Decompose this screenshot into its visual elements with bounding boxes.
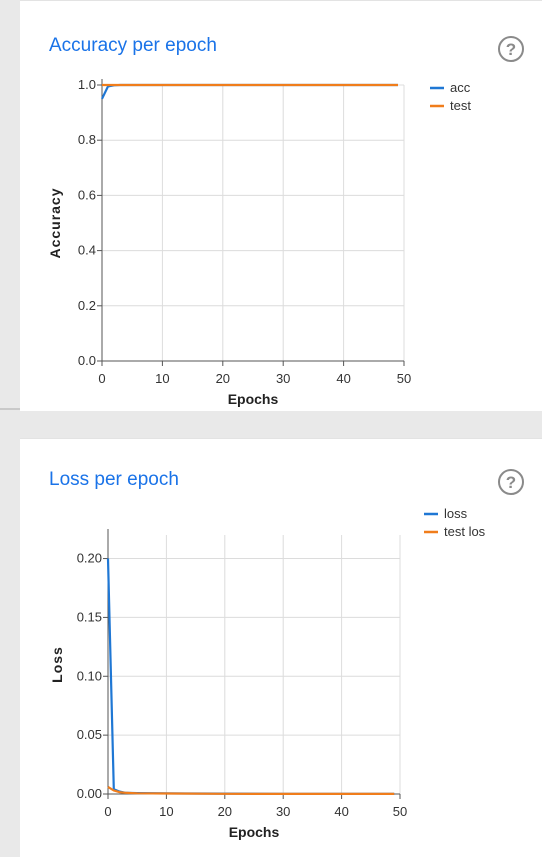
gap-divider (0, 408, 20, 410)
y-tick-label: 1.0 (78, 77, 96, 92)
legend: acc test (430, 80, 471, 113)
loss-chart-title: Loss per epoch (49, 469, 179, 490)
accuracy-chart: 0.0 0.2 0.4 0.6 0.8 1.0 0 10 20 30 40 50 Epochs Accur… (47, 77, 471, 407)
y-tick-label: 0.0 (78, 353, 96, 368)
x-axis-label: Epochs (228, 391, 279, 407)
y-tick-label: 0.00 (77, 786, 102, 801)
x-axis-label: Epochs (229, 824, 280, 840)
help-circle-icon[interactable]: ? (498, 469, 524, 495)
help-circle-icon[interactable]: ? (498, 36, 524, 62)
accuracy-card: Accuracy per epoch ? 0.0 0.2 0.4 0.6 0.8 1.0 0… (20, 0, 542, 411)
x-tick-label: 20 (216, 371, 230, 386)
series-line-test-loss (107, 785, 395, 795)
loss-card: Loss per epoch ? 0.00 0.05 0.10 0.15 0.20 0 10… (20, 438, 542, 857)
y-tick-label: 0.4 (78, 243, 96, 258)
series-line-acc (101, 83, 398, 100)
y-tick-label: 0.6 (78, 187, 96, 202)
y-axis-label: Loss (49, 646, 65, 683)
legend: loss test los (424, 506, 486, 539)
x-tick-label: 20 (218, 804, 232, 819)
loss-chart: 0.00 0.05 0.10 0.15 0.20 0 10 20 30 40 50 Epochs Los… (49, 506, 486, 840)
y-tick-label: 0.15 (77, 609, 102, 624)
legend-label: acc (450, 80, 471, 95)
y-tick-label: 0.20 (77, 551, 102, 566)
x-tick-label: 0 (104, 804, 111, 819)
y-tick-label: 0.2 (78, 298, 96, 313)
x-tick-label: 0 (98, 371, 105, 386)
y-tick-label: 0.8 (78, 132, 96, 147)
x-tick-label: 30 (276, 804, 290, 819)
y-axis-label: Accuracy (47, 187, 63, 258)
x-tick-label: 30 (276, 371, 290, 386)
x-tick-label: 40 (336, 371, 350, 386)
x-tick-label: 50 (393, 804, 407, 819)
legend-label: loss (444, 506, 468, 521)
x-tick-label: 10 (155, 371, 169, 386)
x-tick-label: 50 (397, 371, 411, 386)
legend-label: test (450, 98, 471, 113)
accuracy-chart-title: Accuracy per epoch (49, 35, 217, 56)
legend-label: test los (444, 524, 486, 539)
x-tick-label: 40 (334, 804, 348, 819)
x-tick-label: 10 (159, 804, 173, 819)
y-tick-label: 0.10 (77, 668, 102, 683)
y-tick-label: 0.05 (77, 727, 102, 742)
